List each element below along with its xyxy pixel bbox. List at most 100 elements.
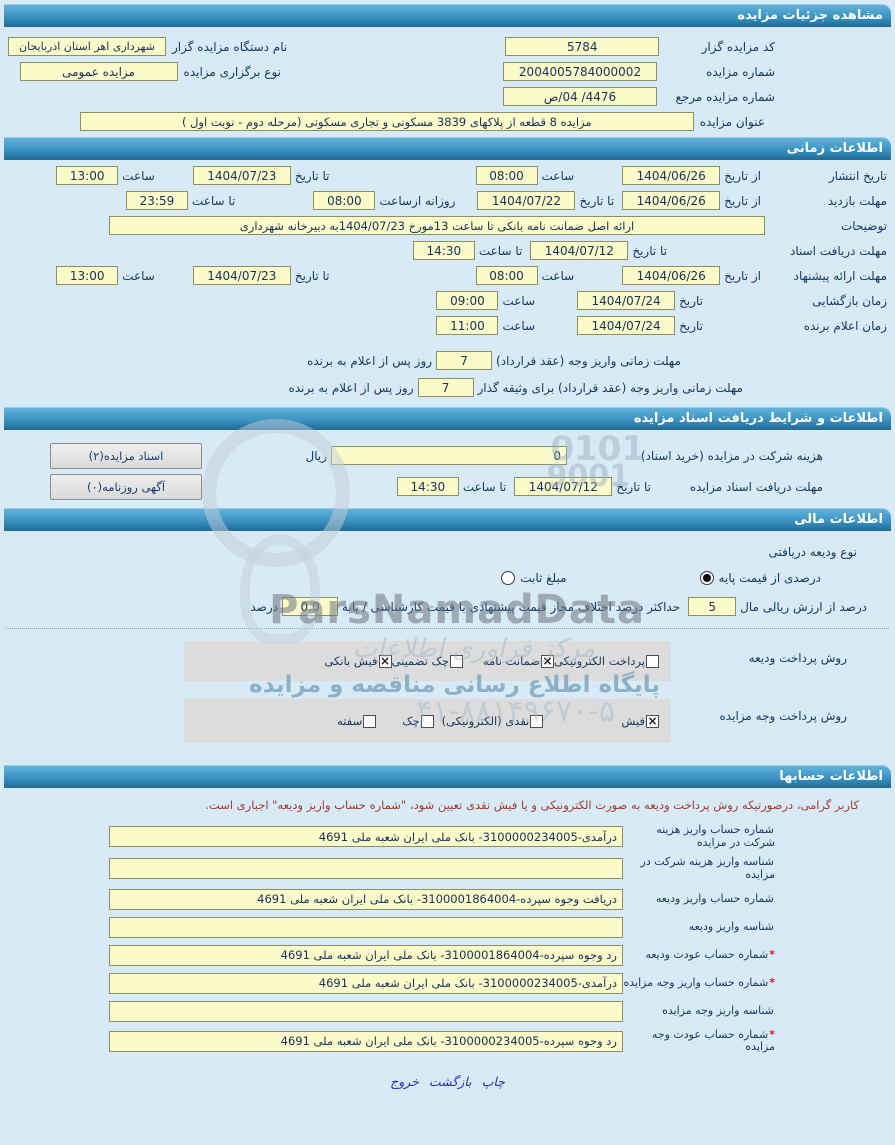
payment-deadline-2-field[interactable]: 7 — [417, 378, 474, 397]
certified-check-checkbox[interactable] — [449, 654, 463, 668]
auction-number-field[interactable]: 2004005784000002 — [503, 62, 657, 81]
section-time-header: اطلاعات زمانی — [4, 137, 891, 160]
publish-from-date[interactable]: 1404/06/26 — [622, 166, 721, 185]
row-publish-date: تاریخ انتشار از تاریخ 1404/06/26 ساعت 08… — [8, 166, 887, 185]
auction-title-field[interactable]: مزایده 8 قطعه از پلاکهای 3839 مسکونی و ت… — [79, 112, 694, 131]
auction-title-label: عنوان مزایده — [699, 114, 765, 129]
promissory-note-checkbox[interactable] — [363, 714, 377, 728]
auction-return-account-field[interactable]: رد وجوه سپرده-3100000234005- بانک ملی ای… — [109, 1030, 623, 1052]
fee-deposit-account-field[interactable]: درآمدی-3100000234005- بانک ملی ایران شعب… — [109, 826, 623, 848]
from-date-label: از تاریخ — [724, 193, 761, 208]
auction-payment-id-field[interactable] — [109, 1000, 623, 1022]
deposit-id-field[interactable] — [109, 916, 623, 938]
auctioneer-code-label: کد مزایده گزار — [701, 39, 775, 54]
guarantee-letter-checkbox[interactable]: × — [541, 653, 555, 668]
fee-payment-methods-group: × فیش نقدی (الکترونیکی) چک سفته — [184, 699, 671, 743]
offer-to-time[interactable]: 13:00 — [56, 266, 119, 285]
cash-electronic-checkbox[interactable] — [530, 714, 544, 728]
row-payment-deadline-1: مهلت زمانی واریز وجه (عقد قرارداد) 7 روز… — [8, 351, 887, 370]
fee-deposit-id-label: شناسه واریز هزینه شرکت در مزایده — [640, 855, 775, 881]
radio-fixed-amount[interactable] — [501, 571, 516, 585]
fish-checkbox[interactable]: × — [646, 713, 659, 728]
auction-payment-account-field[interactable]: درآمدی-3100000234005- بانک ملی ایران شعب… — [109, 972, 623, 994]
visit-to-time[interactable]: 23:59 — [125, 191, 188, 210]
max-diff-field[interactable]: 0.0 — [282, 597, 339, 616]
payment-deadline-1-field[interactable]: 7 — [436, 351, 493, 370]
check-label: چک — [402, 714, 420, 728]
deposit-id-label: شناسه واریز ودیعه — [688, 919, 774, 933]
fee-deposit-id-field[interactable] — [109, 858, 623, 880]
newspaper-ad-button[interactable]: آگهی روزنامه(۰) — [50, 474, 202, 500]
back-link[interactable]: بازگشت — [428, 1073, 472, 1089]
date-label: تاریخ — [679, 318, 703, 333]
to-hour-label: تا ساعت — [191, 193, 236, 208]
deposit-return-account-field[interactable]: رد وجوه سپرده-3100001864004- بانک ملی ای… — [109, 944, 623, 966]
section-financial-header: اطلاعات مالی — [4, 508, 891, 531]
row-account: شماره حساب واریز ودیعه دریافت وجوه سپرده… — [8, 888, 887, 910]
participation-fee-field[interactable]: 0 — [331, 446, 567, 465]
opening-date[interactable]: 1404/07/24 — [577, 291, 676, 310]
auctioneer-code-field[interactable]: 5784 — [505, 37, 660, 56]
offer-from-time[interactable]: 08:00 — [475, 266, 538, 285]
to-date-label: تا تاریخ — [294, 268, 330, 283]
opening-time[interactable]: 09:00 — [436, 291, 499, 310]
deposit-return-account-label: *شماره حساب عودت ودیعه — [645, 947, 775, 961]
winner-date[interactable]: 1404/07/24 — [577, 316, 676, 335]
offer-from-date[interactable]: 1404/06/26 — [622, 266, 721, 285]
auction-documents-button[interactable]: اسناد مزایده(۲) — [50, 443, 202, 469]
auction-type-field[interactable]: مزایده عمومی — [19, 62, 178, 81]
exit-link[interactable]: خروج — [390, 1073, 419, 1089]
fee-deposit-account-label: شماره حساب واریز هزینه شرکت در مزایده — [656, 823, 775, 849]
certified-check-label: چک تضمینی — [391, 654, 449, 668]
row-docs-deadline: مهلت دریافت اسناد تا تاریخ 1404/07/12 تا… — [8, 241, 887, 260]
row-offer-deadline: مهلت ارائه پیشنهاد از تاریخ 1404/06/26 س… — [8, 266, 887, 285]
hour-label: ساعت — [122, 168, 155, 183]
row-payment-deadline-2: مهلت زمانی واریز وجه (عقد قرارداد) برای … — [8, 378, 887, 397]
section-docs-header: اطلاعات و شرایط دریافت اسناد مزایده — [4, 407, 891, 430]
rial-unit-label: ریال — [305, 448, 327, 463]
from-date-label: از تاریخ — [724, 168, 761, 183]
visit-from-date[interactable]: 1404/06/26 — [622, 191, 721, 210]
visit-to-date[interactable]: 1404/07/22 — [477, 191, 576, 210]
org-name-field[interactable]: شهرداری اهر استان اذربایجان — [8, 37, 166, 56]
checkbox-item: × فیش بانکی — [324, 653, 392, 668]
payment-deadline-1-label: مهلت زمانی واریز وجه (عقد قرارداد) — [496, 353, 681, 368]
print-link[interactable]: چاپ — [481, 1073, 505, 1089]
winner-time[interactable]: 11:00 — [436, 316, 499, 335]
publish-to-date[interactable]: 1404/07/23 — [192, 166, 291, 185]
radio-percent-base[interactable] — [699, 571, 714, 585]
hour-label: ساعت — [541, 268, 575, 283]
checkbox-item: سفته — [337, 714, 377, 728]
electronic-payment-label: پرداخت الکترونیکی — [554, 654, 645, 668]
hour-label: ساعت — [122, 268, 155, 283]
docs-receive-time[interactable]: 14:30 — [396, 477, 459, 496]
to-date-label: تا تاریخ — [616, 479, 651, 494]
offer-to-date[interactable]: 1404/07/23 — [192, 266, 291, 285]
to-date-label: تا تاریخ — [579, 193, 615, 208]
to-hour-label: تا ساعت — [478, 243, 523, 258]
visit-daily-from-time[interactable]: 08:00 — [313, 191, 376, 210]
checkbox-item: چک — [402, 714, 434, 728]
auction-return-account-label: *شماره حساب عودت وجه مزایده — [651, 1027, 775, 1054]
deposit-account-field[interactable]: دریافت وجوه سپرده-3100001864004- بانک مل… — [109, 888, 623, 910]
deposit-account-label: شماره حساب واریز ودیعه — [655, 891, 774, 905]
notes-field[interactable]: ارائه اصل ضمانت نامه بانکی تا ساعت 13مور… — [109, 216, 765, 235]
opening-label: زمان بازگشایی — [812, 293, 887, 308]
hour-label: ساعت — [502, 318, 536, 333]
publish-from-time[interactable]: 08:00 — [475, 166, 538, 185]
publish-to-time[interactable]: 13:00 — [56, 166, 119, 185]
docs-receive-date[interactable]: 1404/07/12 — [514, 477, 613, 496]
row-account: شناسه واریز وجه مزایده — [8, 1000, 887, 1022]
required-star: * — [769, 1027, 775, 1041]
required-star: * — [769, 975, 775, 989]
percent-of-value-field[interactable]: 5 — [688, 597, 737, 616]
row-account: *شماره حساب عودت ودیعه رد وجوه سپرده-310… — [8, 944, 887, 966]
docs-deadline-time[interactable]: 14:30 — [412, 241, 475, 260]
electronic-payment-checkbox[interactable] — [646, 654, 659, 668]
checkbox-item: چک تضمینی — [392, 654, 463, 668]
bank-slip-checkbox[interactable]: × — [378, 653, 392, 668]
participation-fee-label: هزینه شرکت در مزایده (خرید اسناد) — [640, 448, 823, 463]
check-checkbox[interactable] — [420, 714, 434, 728]
docs-deadline-date[interactable]: 1404/07/12 — [530, 241, 629, 260]
auction-ref-field[interactable]: 4476/ 04/ص — [503, 87, 657, 106]
